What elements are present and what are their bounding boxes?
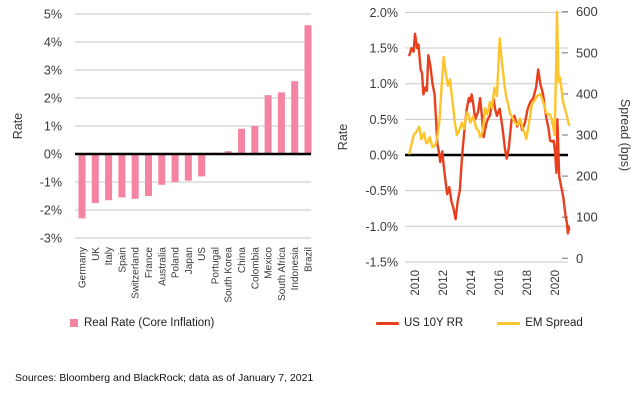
left-y-tick-label: 2.0%: [370, 6, 399, 20]
sources-note: Sources: Bloomberg and BlackRock; data a…: [15, 372, 314, 384]
x-tick-label: 2010: [410, 270, 422, 296]
bar-japan: [184, 154, 192, 181]
left-y-tick-label: -1.5%: [365, 255, 398, 269]
bar-germany: [78, 154, 86, 219]
rate-vs-spread-line-chart: 2.0% 1.5% 1.0% 0.5% 0.0% -0.5% -1.0% -1.5% 600 50…: [336, 4, 632, 296]
left-y-tick-label: 0.0%: [370, 149, 399, 163]
y-tick-label: 0%: [44, 148, 62, 162]
y-tick-label: 3%: [44, 64, 62, 78]
right-y-tick-label: 0: [576, 251, 583, 266]
x-category-label: France: [144, 247, 155, 279]
right-y-tick-label: 100: [576, 210, 598, 225]
x-tick-label: 2018: [522, 270, 534, 296]
y-tick-label: 4%: [44, 36, 62, 50]
left-y-tick-label: 1.0%: [370, 77, 399, 91]
y-tick-label: 1%: [44, 120, 62, 134]
bar-italy: [105, 154, 113, 201]
x-tick-label: 2020: [550, 270, 562, 296]
right-y-tick-label: 300: [576, 128, 598, 143]
bar-uk: [91, 154, 99, 203]
x-tick-label: 2012: [438, 270, 450, 296]
x-category-label: Indonesia: [290, 247, 301, 291]
x-category-label: Mexico: [264, 247, 275, 279]
y-tick-label: 2%: [44, 92, 62, 106]
bar-south-korea: [224, 151, 232, 154]
y-tick-label: -2%: [40, 204, 62, 218]
y-tick-label: -3%: [40, 232, 62, 246]
x-tick-label: 2016: [494, 270, 506, 296]
bar-mexico: [264, 95, 272, 154]
left-y-tick-label: 1.5%: [370, 42, 399, 56]
x-category-label: China: [237, 247, 248, 274]
left-y-tick-label: 0.5%: [370, 113, 399, 127]
bar-indonesia: [291, 81, 299, 154]
x-category-label: Poland: [171, 247, 182, 278]
bar-brazil: [304, 25, 312, 155]
bar-switzerland: [131, 154, 139, 199]
x-category-label: Switzerland: [131, 247, 142, 299]
series-line-em-spread: [408, 10, 571, 155]
left-y-tick-label: -1.0%: [365, 220, 398, 234]
bar-china: [238, 128, 246, 154]
bar-poland: [171, 154, 179, 182]
x-category-label: Brazil: [304, 247, 315, 272]
x-tick-label: 2014: [466, 269, 478, 295]
bar-colombia: [251, 126, 259, 154]
bar-us: [198, 154, 206, 177]
right-y-tick-label: 200: [576, 169, 598, 184]
bar-australia: [158, 154, 166, 185]
line-chart-legend: US 10Y RR EM Spread: [376, 317, 583, 329]
x-category-label: Germany: [78, 247, 89, 288]
us10y-legend-dash-icon: [376, 321, 399, 325]
bar-south-africa: [277, 92, 285, 154]
left-y-axis-title: Rate: [336, 124, 350, 150]
x-category-label: Colombia: [250, 247, 261, 290]
x-category-label: Spain: [117, 247, 128, 273]
series-line-us-10y-rr: [408, 32, 571, 235]
x-category-label: US: [197, 247, 208, 261]
right-y-axis-title: Spread (bps): [618, 99, 632, 171]
real-rate-legend-label: Real Rate (Core Inflation): [84, 317, 215, 329]
x-category-label: Japan: [184, 247, 195, 274]
real-rate-bar-chart: 5% 4% 3% 2% 1% 0% -1% -2% -3% Germany UK Italy Spain…: [11, 8, 315, 303]
y-axis-title: Rate: [11, 113, 25, 139]
y-tick-label: 5%: [44, 8, 62, 22]
x-category-label: Portugal: [210, 247, 221, 284]
x-category-label: Australia: [157, 247, 168, 286]
emspread-legend-label: EM Spread: [525, 317, 583, 329]
right-y-tick-label: 600: [576, 4, 598, 19]
legend-item-us10y: US 10Y RR: [376, 317, 463, 329]
right-y-tick-label: 500: [576, 45, 598, 60]
bar-chart-legend: Real Rate (Core Inflation): [70, 317, 214, 329]
x-category-label: Italy: [104, 247, 115, 265]
bar-france: [144, 154, 152, 196]
x-category-label: South Korea: [224, 247, 235, 303]
emspread-legend-dash-icon: [497, 321, 521, 325]
left-y-tick-label: -0.5%: [365, 184, 398, 198]
us10y-legend-label: US 10Y RR: [404, 317, 464, 329]
real-rate-legend-swatch: [70, 319, 78, 327]
y-tick-label: -1%: [40, 176, 62, 190]
x-category-label: South Africa: [277, 247, 288, 301]
bar-spain: [118, 154, 126, 198]
legend-item-emspread: EM Spread: [497, 317, 583, 329]
right-y-tick-label: 400: [576, 86, 598, 101]
x-category-label: UK: [91, 247, 102, 261]
